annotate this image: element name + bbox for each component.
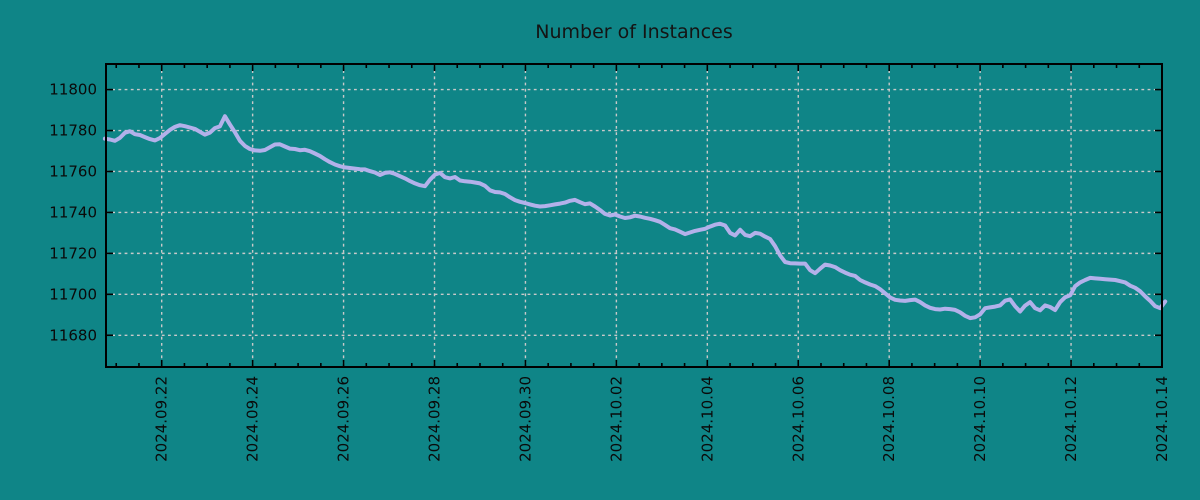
x-tick-label: 2024.09.26 xyxy=(335,376,353,462)
x-tick-label: 2024.10.10 xyxy=(971,376,989,462)
y-tick-label: 11780 xyxy=(49,122,97,140)
x-tick-label: 2024.09.28 xyxy=(426,376,444,462)
x-tick-label: 2024.10.08 xyxy=(880,376,898,462)
y-tick-label: 11740 xyxy=(49,203,97,221)
x-tick-label: 2024.10.14 xyxy=(1153,376,1171,462)
x-tick-label: 2024.09.22 xyxy=(153,376,171,462)
y-tick-label: 11720 xyxy=(49,244,97,262)
y-tick-label: 11700 xyxy=(49,285,97,303)
x-tick-label: 2024.10.02 xyxy=(607,376,625,462)
chart-title: Number of Instances xyxy=(535,21,732,43)
data-line-number-of-instances xyxy=(102,114,1168,321)
y-tick-label: 11680 xyxy=(49,326,97,344)
axis-layer xyxy=(105,63,1163,368)
x-tick-label: 2024.09.30 xyxy=(516,376,534,462)
x-tick-label: 2024.10.12 xyxy=(1062,376,1080,462)
x-tick-label: 2024.09.24 xyxy=(244,376,262,462)
y-tick-label: 11800 xyxy=(49,81,97,99)
series-layer xyxy=(102,114,1168,321)
axis-labels-layer: 11680 11700 11720 11740 11760 11780 11800 2024.… xyxy=(49,81,1171,462)
plot-border xyxy=(105,63,1163,368)
x-tick-label: 2024.10.06 xyxy=(789,376,807,462)
y-tick-label: 11760 xyxy=(49,162,97,180)
x-tick-label: 2024.10.04 xyxy=(698,376,716,462)
